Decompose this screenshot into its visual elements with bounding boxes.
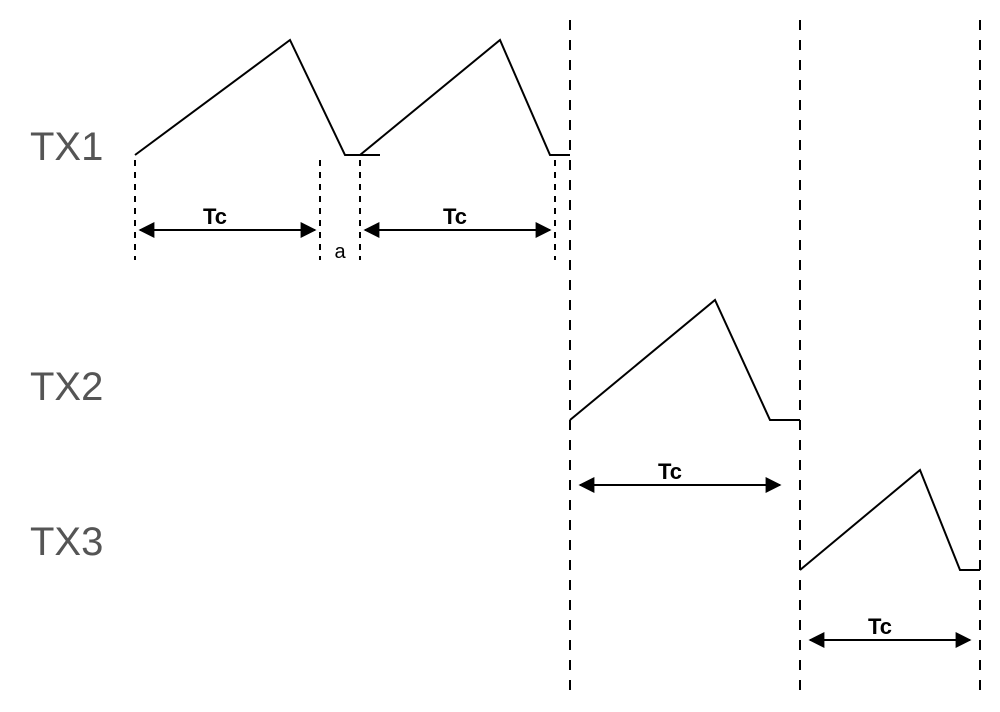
tx1-label: TX1 <box>30 125 103 169</box>
tx2-waveform <box>570 300 800 420</box>
tx2-label: TX2 <box>30 365 103 409</box>
svg-text:Tc: Tc <box>203 204 227 229</box>
tx3-label: TX3 <box>30 520 103 564</box>
svg-text:a: a <box>334 241 346 263</box>
tx3-waveform <box>800 470 980 570</box>
timing-diagram: TX1 TX2 TX3 Tc a Tc Tc Tc <box>0 0 1000 712</box>
svg-text:Tc: Tc <box>658 459 682 484</box>
svg-text:Tc: Tc <box>868 614 892 639</box>
tx1-waveform <box>135 40 570 155</box>
svg-text:Tc: Tc <box>443 204 467 229</box>
frame-separators <box>570 20 980 690</box>
dimension-annotations: Tc a Tc Tc Tc <box>140 204 970 640</box>
